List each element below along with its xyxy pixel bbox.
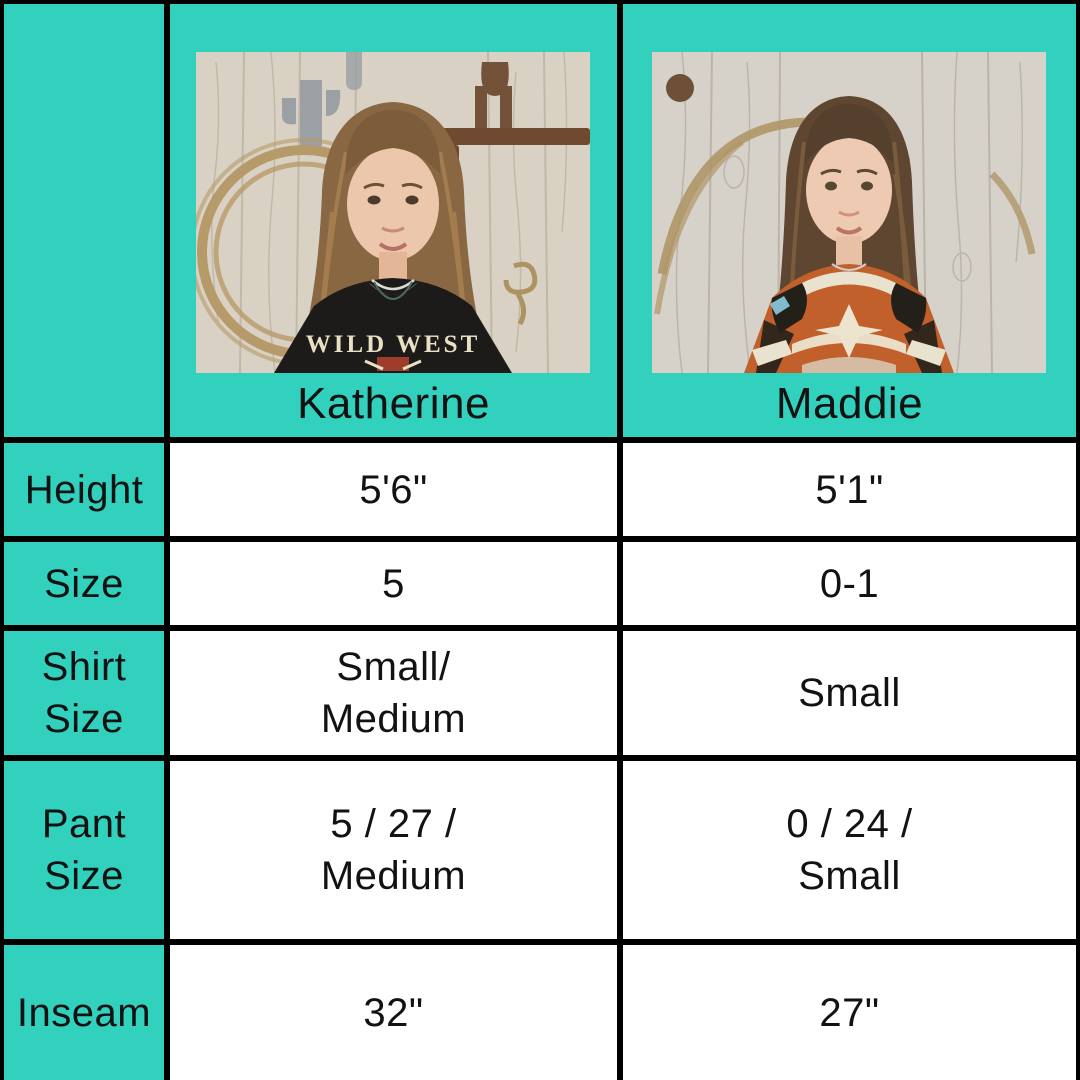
person-illustration: WILD WEST [274,102,512,373]
pant-size-value-maddie: 0 / 24 / Small [623,761,1076,939]
model-photo-katherine: WILD WEST [196,52,590,373]
model-name-katherine: Katherine [297,379,490,428]
rope-knot [503,261,538,326]
header-cell-maddie: Maddie [623,4,1076,437]
size-value-katherine: 5 [170,542,617,625]
row-label-height: Height [4,443,164,536]
wall-hook [666,74,694,102]
row-label-pant-size: Pant Size [4,761,164,939]
model-photo-maddie [652,52,1046,373]
cactus-icon [282,52,362,153]
inseam-value-maddie: 27" [623,945,1076,1080]
row-label-inseam: Inseam [4,945,164,1080]
size-value-maddie: 0-1 [623,542,1076,625]
height-value-maddie: 5'1" [623,443,1076,536]
inseam-value-katherine: 32" [170,945,617,1080]
shirt-size-value-katherine: Small/ Medium [170,631,617,755]
svg-text:WILD WEST: WILD WEST [306,331,481,358]
height-value-katherine: 5'6" [170,443,617,536]
model-name-maddie: Maddie [775,379,924,428]
header-cell-katherine: WILD WEST Katherine [170,4,617,437]
header-corner-cell [4,4,164,437]
pant-size-value-katherine: 5 / 27 / Medium [170,761,617,939]
row-label-size: Size [4,542,164,625]
row-label-shirt-size: Shirt Size [4,631,164,755]
person-illustration [744,96,954,373]
shirt-size-value-maddie: Small [623,631,1076,755]
